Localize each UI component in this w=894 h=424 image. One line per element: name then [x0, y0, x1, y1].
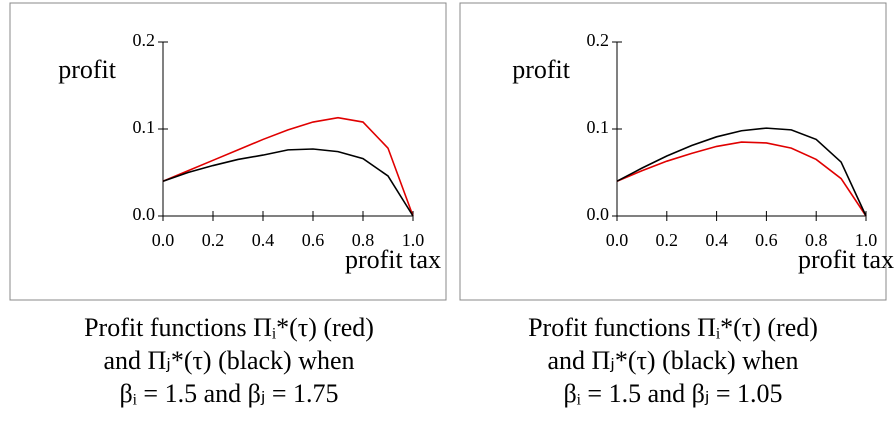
- y-tick-label: 0.1: [587, 117, 610, 137]
- y-tick-label: 0.0: [133, 204, 156, 224]
- curve: [162, 116, 414, 217]
- curve: [162, 148, 414, 217]
- x-tick-label: 0.0: [606, 230, 629, 250]
- curve: [616, 127, 867, 217]
- x-tick-label: 1.0: [402, 230, 425, 250]
- x-tick-label: 0.2: [656, 230, 679, 250]
- x-tick-label: 0.6: [302, 230, 325, 250]
- x-tick-label: 0.2: [202, 230, 225, 250]
- y-tick-label: 0.2: [133, 30, 156, 50]
- panel-frame: [459, 2, 887, 301]
- caption-line: Profit functions Πᵢ*(τ) (red): [528, 313, 818, 342]
- x-tick-label: 0.6: [755, 230, 778, 250]
- x-tick-label: 0.8: [352, 230, 375, 250]
- caption-line: and Πⱼ*(τ) (black) when: [547, 346, 798, 375]
- y-axis-label: profit: [512, 55, 571, 84]
- x-tick-label: 0.4: [705, 230, 728, 250]
- y-tick-label: 0.0: [587, 204, 610, 224]
- x-tick-label: 0.8: [805, 230, 828, 250]
- x-tick-label: 0.0: [152, 230, 175, 250]
- x-axis-label: profit tax: [798, 245, 894, 274]
- caption-line: Profit functions Πᵢ*(τ) (red): [84, 313, 374, 342]
- y-tick-label: 0.1: [133, 117, 156, 137]
- panel-frame: [9, 2, 447, 301]
- y-tick-label: 0.2: [587, 30, 610, 50]
- x-tick-label: 0.4: [252, 230, 275, 250]
- x-axis-label: profit tax: [345, 245, 441, 274]
- curve: [616, 141, 867, 217]
- caption-line: βᵢ = 1.5 and βⱼ = 1.05: [563, 379, 782, 408]
- caption-line: βᵢ = 1.5 and βⱼ = 1.75: [119, 379, 338, 408]
- caption-line: and Πⱼ*(τ) (black) when: [103, 346, 354, 375]
- y-axis-label: profit: [58, 55, 117, 84]
- x-tick-label: 1.0: [855, 230, 878, 250]
